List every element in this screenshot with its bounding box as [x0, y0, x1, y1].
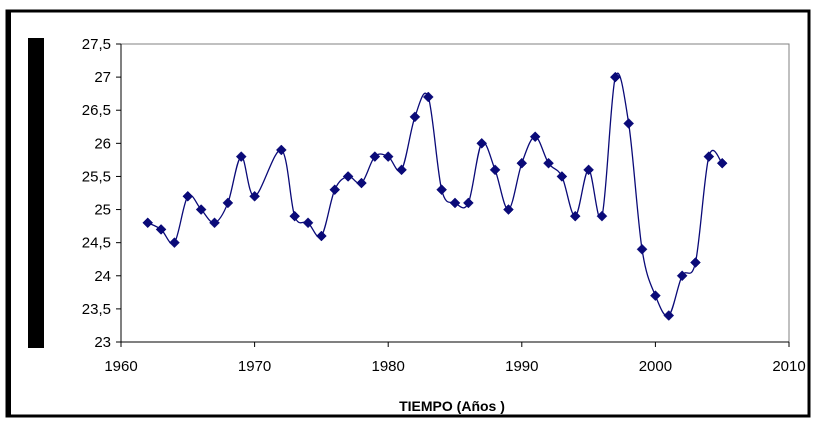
data-point — [503, 204, 514, 215]
data-point — [449, 197, 461, 209]
x-tick-label: 1990 — [505, 358, 538, 375]
data-point — [596, 210, 608, 222]
data-point — [529, 131, 541, 143]
data-point — [690, 257, 701, 268]
data-point — [583, 164, 594, 176]
data-point — [369, 151, 381, 162]
plot-frame — [120, 43, 790, 343]
data-point — [476, 137, 488, 149]
data-point — [182, 190, 194, 202]
x-tick-label: 2010 — [772, 358, 805, 375]
data-point — [436, 184, 447, 196]
y-tick-label: 24,5 — [82, 235, 111, 252]
data-point — [489, 164, 501, 176]
data-point — [222, 197, 234, 209]
data-point — [650, 290, 661, 301]
data-point — [716, 157, 728, 169]
data-point — [235, 151, 247, 162]
data-point — [209, 217, 220, 229]
data-point — [169, 237, 180, 249]
x-tick-label: 1970 — [238, 358, 271, 375]
data-point — [249, 190, 260, 202]
left-frame-strip — [7, 11, 11, 416]
data-point — [329, 184, 341, 196]
y-tick-label: 27 — [94, 69, 111, 86]
data-point — [155, 224, 167, 235]
data-point — [676, 270, 688, 282]
left-black-band — [28, 38, 44, 348]
data-point — [422, 91, 434, 103]
data-point — [516, 157, 528, 169]
data-point — [382, 151, 394, 162]
x-axis-title: TIEMPO (Años ) — [399, 398, 505, 414]
plot-area — [120, 43, 790, 343]
data-point — [609, 71, 621, 83]
data-point — [636, 243, 648, 255]
y-tick-label: 23,5 — [82, 301, 111, 318]
y-tick-label: 25 — [94, 202, 111, 219]
axes: 27,5 27 26,5 26 25,5 25 24,5 24 23,5 23 1960 1970 19… — [82, 36, 806, 375]
data-point — [275, 144, 287, 156]
y-tick-label: 26,5 — [82, 102, 111, 119]
y-tick-label: 27,5 — [82, 36, 111, 53]
x-tick-label: 1960 — [104, 358, 137, 375]
y-tick-label: 26 — [94, 135, 111, 152]
data-point — [195, 204, 207, 215]
series-line — [147, 72, 723, 317]
data-point — [409, 111, 421, 123]
data-point — [703, 151, 715, 162]
data-point — [556, 171, 568, 182]
y-tick-label: 24 — [94, 268, 111, 285]
x-tick-label: 2000 — [639, 358, 672, 375]
data-point — [302, 217, 314, 229]
data-point — [569, 210, 581, 222]
x-tick-label: 1980 — [372, 358, 405, 375]
data-point — [142, 217, 154, 229]
y-tick-label: 25,5 — [82, 168, 111, 185]
data-point — [463, 197, 474, 209]
series-layer — [142, 71, 728, 321]
data-point — [543, 157, 554, 169]
data-point — [356, 177, 367, 189]
data-point — [342, 171, 354, 182]
data-point — [316, 230, 327, 242]
data-point — [396, 164, 407, 176]
y-tick-label: 23 — [94, 334, 111, 351]
data-point — [663, 310, 675, 321]
data-point — [623, 118, 635, 129]
data-point — [289, 210, 301, 222]
